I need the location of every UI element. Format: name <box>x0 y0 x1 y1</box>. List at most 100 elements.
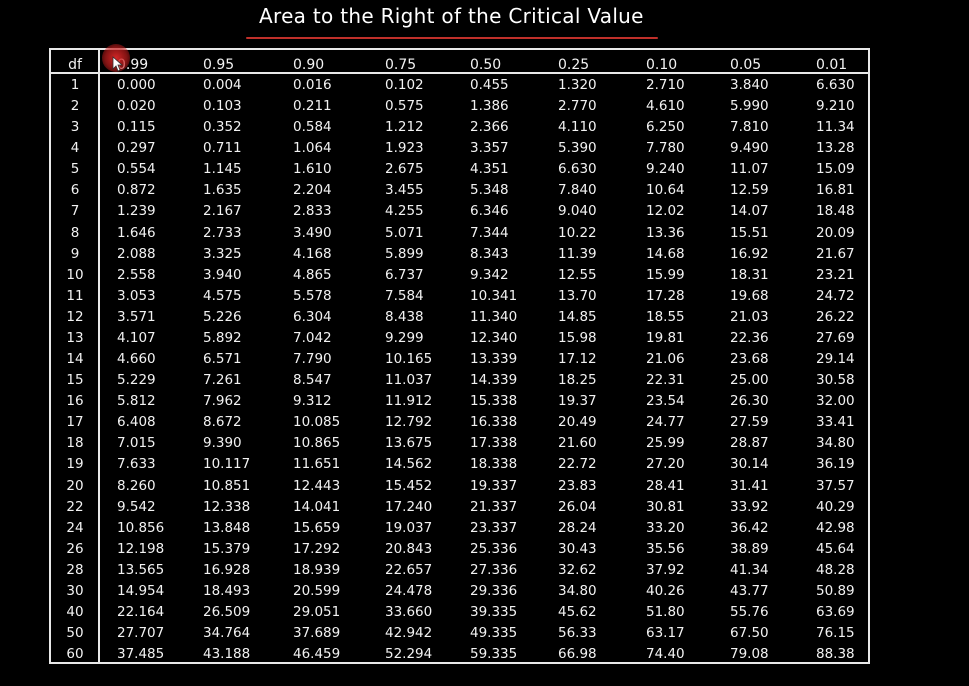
df-cell: 11 <box>66 287 84 304</box>
table-cell: 14.85 <box>558 308 597 325</box>
table-cell: 19.81 <box>646 329 685 346</box>
table-cell: 49.335 <box>470 625 518 642</box>
table-cell: 15.99 <box>646 266 685 283</box>
table-cell: 12.340 <box>470 329 518 346</box>
table-cell: 23.83 <box>558 477 597 494</box>
column-header: 0.25 <box>558 57 590 73</box>
table-cell: 14.954 <box>117 582 165 599</box>
table-cell: 15.98 <box>558 329 597 346</box>
table-cell: 0.575 <box>385 98 424 115</box>
table-cell: 5.899 <box>385 245 424 262</box>
table-cell: 21.03 <box>730 308 769 325</box>
table-cell: 29.336 <box>470 582 518 599</box>
table-cell: 26.509 <box>203 604 251 620</box>
table-cell: 30.14 <box>730 456 769 473</box>
table-cell: 7.790 <box>293 351 332 368</box>
table-cell: 11.34 <box>816 119 855 136</box>
df-cell: 9 <box>70 245 80 262</box>
table-cell: 18.55 <box>646 308 685 325</box>
table-cell: 5.390 <box>558 140 597 157</box>
df-cell: 8 <box>70 224 80 241</box>
table-cell: 7.810 <box>730 119 769 136</box>
df-cell: 4 <box>70 140 80 157</box>
table-cell: 6.304 <box>293 308 332 325</box>
table-cell: 27.20 <box>646 456 685 473</box>
table-cell: 45.62 <box>558 604 597 620</box>
table-cell: 9.210 <box>816 98 855 115</box>
table-cell: 56.33 <box>558 625 597 642</box>
table-cell: 1.320 <box>558 77 597 93</box>
table-cell: 23.68 <box>730 351 769 368</box>
table-cell: 15.452 <box>385 477 433 494</box>
table-cell: 46.459 <box>293 646 341 663</box>
table-cell: 74.40 <box>646 646 685 663</box>
table-cell: 50.89 <box>816 582 855 599</box>
header-divider <box>51 72 868 74</box>
table-cell: 43.188 <box>203 646 251 663</box>
table-cell: 17.292 <box>293 540 341 557</box>
table-cell: 17.338 <box>470 435 518 452</box>
table-cell: 79.08 <box>730 646 769 663</box>
table-cell: 33.41 <box>816 414 855 431</box>
table-cell: 1.923 <box>385 140 424 157</box>
table-cell: 16.928 <box>203 561 251 578</box>
table-cell: 4.610 <box>646 98 685 115</box>
table-cell: 55.76 <box>730 604 769 620</box>
df-cell: 19 <box>66 456 84 473</box>
table-cell: 21.60 <box>558 435 597 452</box>
table-cell: 6.737 <box>385 266 424 283</box>
table-cell: 23.54 <box>646 393 685 410</box>
table-cell: 18.31 <box>730 266 769 283</box>
table-cell: 21.67 <box>816 245 855 262</box>
table-cell: 30.43 <box>558 540 597 557</box>
table-cell: 23.337 <box>470 519 518 536</box>
table-cell: 0.584 <box>293 119 332 136</box>
table-cell: 19.37 <box>558 393 597 410</box>
table-cell: 14.041 <box>293 498 341 515</box>
df-cell: 14 <box>66 351 84 368</box>
table-cell: 5.990 <box>730 98 769 115</box>
table-cell: 20.49 <box>558 414 597 431</box>
table-cell: 5.892 <box>203 329 242 346</box>
table-cell: 28.87 <box>730 435 769 452</box>
table-cell: 26.22 <box>816 308 855 325</box>
table-cell: 27.707 <box>117 625 165 642</box>
df-cell: 17 <box>66 414 84 431</box>
df-cell: 26 <box>66 540 84 557</box>
table-cell: 27.59 <box>730 414 769 431</box>
table-cell: 2.770 <box>558 98 597 115</box>
table-cell: 12.792 <box>385 414 433 431</box>
df-cell: 13 <box>66 329 84 346</box>
table-cell: 12.443 <box>293 477 341 494</box>
table-cell: 10.341 <box>470 287 518 304</box>
table-cell: 33.20 <box>646 519 685 536</box>
table-cell: 0.872 <box>117 182 156 199</box>
table-cell: 2.833 <box>293 203 332 220</box>
table-cell: 2.710 <box>646 77 685 93</box>
table-cell: 22.657 <box>385 561 433 578</box>
table-cell: 12.02 <box>646 203 685 220</box>
table-cell: 12.338 <box>203 498 251 515</box>
table-cell: 10.851 <box>203 477 251 494</box>
table-cell: 3.571 <box>117 308 156 325</box>
table-cell: 26.04 <box>558 498 597 515</box>
table-cell: 21.06 <box>646 351 685 368</box>
table-cell: 34.764 <box>203 625 251 642</box>
table-cell: 5.578 <box>293 287 332 304</box>
table-cell: 6.408 <box>117 414 156 431</box>
table-cell: 0.711 <box>203 140 242 157</box>
table-cell: 76.15 <box>816 625 855 642</box>
table-cell: 13.848 <box>203 519 251 536</box>
table-cell: 20.843 <box>385 540 433 557</box>
title-underline <box>246 37 658 39</box>
table-cell: 0.102 <box>385 77 424 93</box>
table-cell: 30.81 <box>646 498 685 515</box>
table-cell: 15.09 <box>816 161 855 178</box>
table-cell: 2.675 <box>385 161 424 178</box>
table-cell: 3.325 <box>203 245 242 262</box>
table-cell: 7.584 <box>385 287 424 304</box>
table-cell: 38.89 <box>730 540 769 557</box>
table-cell: 5.229 <box>117 372 156 389</box>
table-cell: 36.19 <box>816 456 855 473</box>
table-cell: 37.92 <box>646 561 685 578</box>
